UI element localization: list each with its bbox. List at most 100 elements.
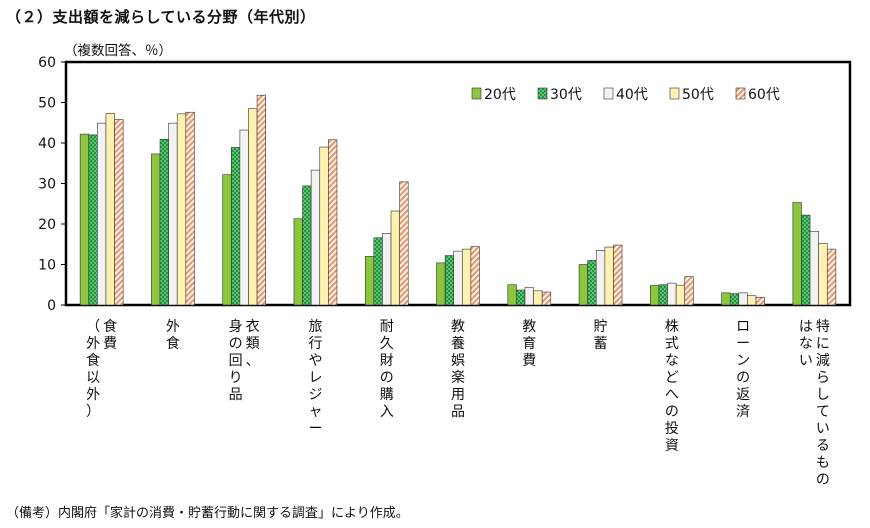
legend-swatch-40代 [603,87,614,100]
bar-60代 [185,111,195,306]
legend-label: 20代 [484,87,516,103]
bar-50代 [176,113,187,306]
category-label-char: 株 [665,319,679,335]
bar-20代 [650,285,660,306]
category-label-char: 楽 [451,370,465,386]
category-label-char: の [816,472,830,488]
y-tick-label: 10 [38,258,56,274]
bar-50代 [675,284,686,306]
category-label-char: 財 [380,353,394,369]
chart-title: （２）支出額を減らしている分野（年代別） [6,8,316,26]
category-label-char: 特 [816,319,830,335]
source-note: （備考）内閣府「家計の消費・貯蓄行動に関する調査」により作成。 [6,506,409,521]
bar-60代 [114,119,124,306]
category-label-char: に [816,336,830,352]
y-tick-label: 30 [38,177,56,193]
bar-60代 [684,276,694,306]
bar-30代 [373,237,383,306]
bar-20代 [364,256,375,306]
bar-50代 [604,246,614,306]
bar-40代 [809,230,819,306]
bar-40代 [382,233,392,306]
bar-20代 [436,262,446,306]
category-label-char: 行 [308,336,322,352]
bar-50代 [533,290,543,306]
bar-20代 [222,174,232,306]
category-label-char: 衣 [246,319,260,335]
y-tick-label: 20 [38,217,56,233]
category-label-char: 入 [380,404,394,420]
category-label-char: 類 [246,336,260,352]
category-label-char: の [229,336,243,352]
bar-20代 [721,292,731,306]
category-label-char: の [380,370,394,386]
category-label-char: 用 [451,387,465,403]
bar-40代 [667,282,677,306]
category-label-char: や [308,353,322,369]
bar-20代 [792,202,802,306]
category-label-char: ど [665,370,679,386]
bar-60代 [399,181,409,306]
y-tick-label: 50 [38,96,56,112]
y-tick-label: 60 [38,55,56,71]
category-label-char: り [229,370,243,386]
bar-50代 [818,243,828,306]
category-label-char: 養 [451,335,465,352]
category-label-char: 返 [736,387,750,403]
legend-label: 60代 [748,87,780,103]
category-label-char: ロ [736,319,750,335]
legend-swatch-50代 [669,87,680,100]
bar-60代 [541,291,552,306]
bar-40代 [738,292,748,306]
bar-50代 [390,210,400,306]
category-label-char: 食 [166,335,180,352]
bar-30代 [159,139,169,306]
category-label-char: 久 [380,336,394,352]
category-label-char: い [799,353,813,369]
category-label-char: 済 [736,404,750,420]
bar-40代 [97,122,107,306]
category-label-char: る [816,438,830,454]
category-label-char: 教 [522,319,536,335]
category-label-char: 資 [665,438,679,454]
category-label-char: 費 [103,336,117,352]
category-label-char: な [665,353,679,369]
bar-50代 [248,108,258,306]
legend-swatch-60代 [735,87,746,100]
category-label-char: し [816,387,830,403]
bar-40代 [310,169,321,306]
category-label-char: 旅 [308,319,322,335]
category-label-char: 購 [380,387,394,403]
bar-30代 [230,147,241,306]
bar-40代 [168,122,178,306]
bar-30代 [729,293,740,306]
bar-60代 [470,246,480,306]
category-label-char: 式 [665,336,679,352]
category-label-char: 外 [166,319,180,335]
category-label-char: い [816,421,830,437]
bar-60代 [755,297,765,306]
bar-20代 [151,153,161,306]
bar-40代 [595,250,606,306]
category-label-char: 費 [522,353,536,369]
bar-50代 [319,146,329,306]
category-label-char: 貯 [594,319,608,335]
category-label-char: 品 [229,387,243,403]
category-label-char: な [799,336,813,352]
category-label-char: ） [86,404,100,420]
category-label-char: も [816,455,830,471]
category-label-char: ン [736,353,750,369]
category-label-char: レ [308,370,322,386]
bar-40代 [524,287,534,306]
category-label-char: ャ [308,404,322,420]
y-axis-label: （複数回答、％） [64,42,172,59]
category-label-char: 、 [246,353,260,369]
bar-50代 [747,295,757,306]
bar-30代 [658,284,668,306]
category-label-char: ー [736,336,750,352]
category-label-char: 減 [816,352,830,369]
bar-40代 [239,129,249,306]
y-tick-label: 0 [47,298,56,314]
category-label-char: （ [86,319,100,335]
